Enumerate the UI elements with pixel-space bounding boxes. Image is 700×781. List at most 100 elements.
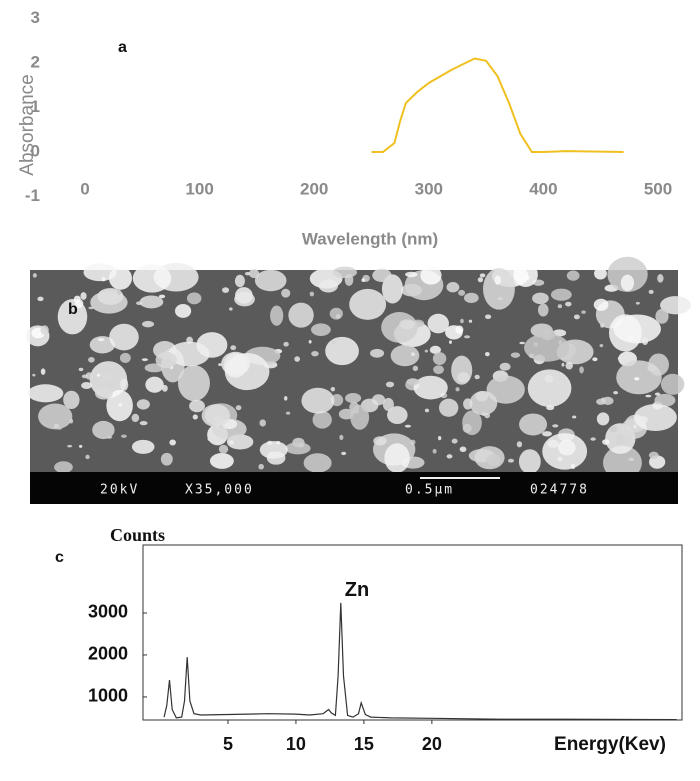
particle: [139, 420, 148, 426]
particle: [332, 266, 358, 279]
particle: [573, 314, 580, 320]
particle: [285, 411, 291, 415]
particle: [92, 420, 115, 440]
particle: [537, 303, 549, 317]
y-tick-label: 2000: [88, 644, 128, 664]
particle: [579, 366, 584, 374]
particle: [572, 415, 577, 419]
particle: [437, 436, 442, 441]
particle: [654, 393, 676, 407]
particle: [513, 262, 538, 287]
annotation: Zn: [345, 579, 369, 601]
particle: [27, 384, 64, 403]
particle: [633, 424, 637, 429]
particle: [120, 378, 129, 391]
particle: [218, 363, 223, 366]
particle: [294, 356, 300, 362]
x-tick-label: 500: [644, 179, 672, 198]
particle: [335, 314, 341, 319]
particle: [350, 404, 370, 430]
caption-voltage: 20kV: [100, 483, 139, 498]
particle: [95, 387, 113, 400]
particle: [479, 273, 486, 278]
particle: [338, 408, 354, 420]
particle: [40, 325, 49, 335]
particle: [634, 377, 640, 381]
particle: [119, 352, 131, 363]
particle: [385, 381, 395, 388]
particle: [469, 391, 498, 416]
particle: [464, 335, 471, 339]
particle: [387, 406, 408, 425]
y-axis-label: Counts: [110, 525, 165, 545]
particle: [433, 365, 444, 375]
particle: [331, 340, 336, 344]
particle: [518, 449, 541, 474]
particle: [285, 442, 311, 455]
particle: [283, 341, 289, 347]
particle: [168, 341, 210, 367]
particle: [603, 445, 642, 480]
info-bar: [30, 472, 678, 504]
particle: [311, 350, 319, 357]
particle: [88, 356, 95, 363]
particle: [56, 427, 62, 430]
particle: [542, 433, 588, 470]
x-tick-label: 15: [354, 734, 374, 754]
particle: [234, 292, 255, 307]
particle: [660, 373, 685, 395]
particle: [552, 424, 559, 428]
particle: [341, 451, 347, 456]
particle: [90, 291, 128, 314]
particle: [266, 451, 286, 465]
y-tick-label: 3000: [88, 602, 128, 622]
y-tick-label: 3: [31, 8, 40, 27]
particle: [106, 435, 113, 439]
particle: [438, 398, 459, 417]
particle: [161, 384, 168, 392]
particle: [648, 451, 659, 459]
particle: [404, 424, 412, 428]
y-axis-label: Absorbance: [17, 74, 38, 175]
particle: [519, 413, 548, 436]
panel-label: a: [118, 39, 127, 56]
panel-label: c: [55, 549, 64, 566]
particle: [429, 345, 441, 354]
y-tick-label: -1: [25, 186, 40, 205]
particle: [83, 263, 117, 282]
particle: [599, 343, 604, 348]
particle: [189, 399, 205, 413]
sem-image: 20kV X35,000 0.5µm 024778 b: [26, 256, 692, 504]
particle: [458, 289, 466, 296]
caption-id: 024778: [530, 483, 589, 498]
particle: [420, 266, 442, 285]
particle: [486, 375, 525, 404]
particle: [228, 457, 232, 462]
particle: [281, 288, 291, 298]
particle: [544, 374, 554, 383]
particle: [620, 274, 635, 292]
particle: [81, 381, 92, 390]
y-tick-label: 0: [31, 141, 40, 160]
particle: [303, 453, 332, 473]
particle: [37, 296, 44, 302]
particle: [399, 319, 416, 330]
particle: [308, 339, 312, 344]
x-tick-label: 20: [422, 734, 442, 754]
particle: [63, 390, 80, 410]
particle: [424, 349, 429, 353]
particle: [565, 355, 573, 361]
particle: [660, 296, 692, 315]
particle: [117, 289, 122, 296]
particle: [432, 448, 437, 454]
particle: [118, 403, 123, 407]
particle: [581, 310, 586, 314]
particle: [131, 439, 155, 454]
y-tick-label: 1: [31, 97, 40, 116]
particle: [633, 403, 677, 432]
particle: [600, 397, 606, 403]
particle: [616, 360, 662, 395]
particle: [169, 439, 176, 446]
particle: [617, 356, 624, 361]
particle: [524, 333, 570, 362]
